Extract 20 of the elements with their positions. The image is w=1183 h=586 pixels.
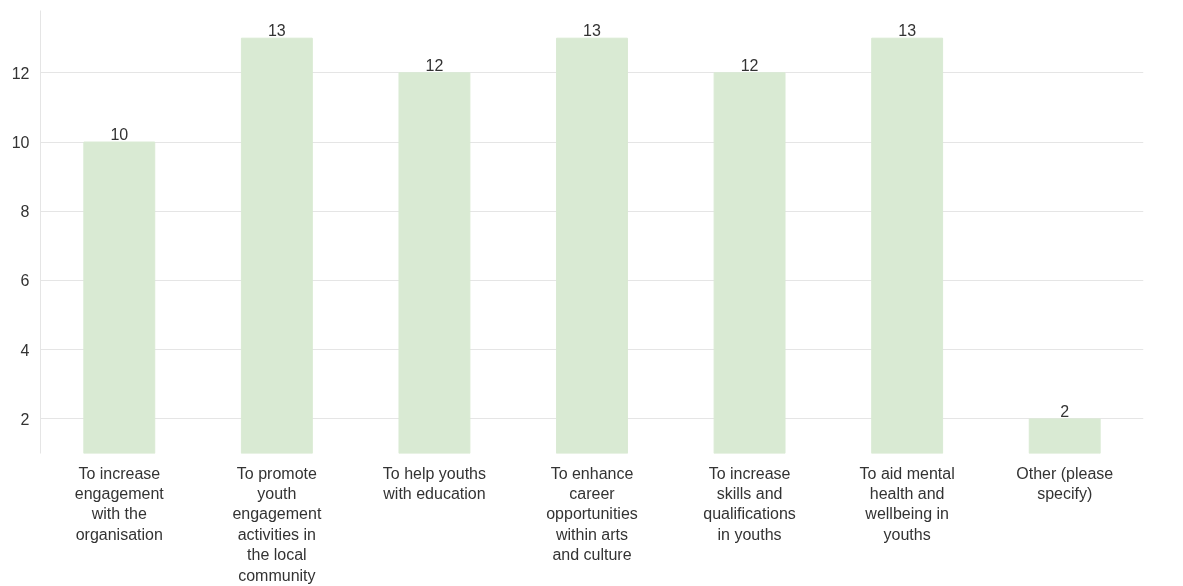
y-tick-label: 6	[20, 272, 30, 290]
data-label: 13	[583, 22, 601, 40]
data-label: 13	[267, 22, 286, 40]
x-tick-label: To enhance career opportunities within arts and culture	[546, 464, 638, 564]
data-label: 2	[1060, 402, 1070, 420]
y-tick-label: 2	[20, 410, 30, 428]
y-tick-label: 12	[11, 64, 30, 82]
data-label: 13	[898, 22, 917, 40]
x-tick-label: To help youths with education	[382, 464, 487, 502]
x-tick-label: To aid mental health and wellbeing in youths	[859, 464, 955, 543]
x-tick-label: To promote youth engagement activities in the local community	[232, 464, 322, 584]
y-tick-label: 10	[11, 134, 30, 152]
x-tick-label: To increase engagement with the organisation	[74, 464, 165, 543]
y-tick-label: 8	[20, 203, 30, 221]
y-tick-label: 4	[20, 341, 30, 359]
data-label: 10	[110, 126, 129, 144]
data-label: 12	[740, 56, 759, 74]
x-tick-label: To increase skills and qualifications in youths	[703, 464, 796, 543]
data-label: 12	[425, 56, 444, 74]
x-tick-label: Other (please specify)	[1016, 464, 1114, 502]
